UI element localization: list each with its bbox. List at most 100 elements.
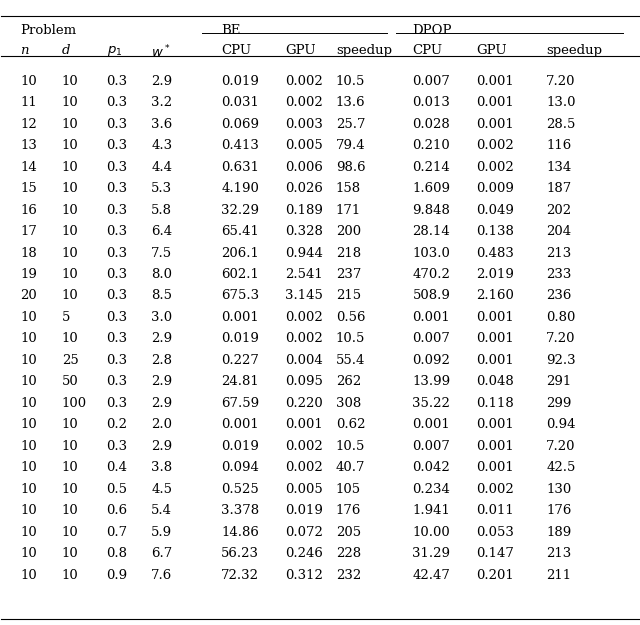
- Text: 10: 10: [62, 75, 79, 88]
- Text: 42.47: 42.47: [412, 569, 451, 581]
- Text: 0.413: 0.413: [221, 139, 259, 152]
- Text: 31.29: 31.29: [412, 547, 451, 560]
- Text: 0.3: 0.3: [106, 139, 127, 152]
- Text: 10: 10: [62, 246, 79, 259]
- Text: 10: 10: [62, 139, 79, 152]
- Text: 233: 233: [546, 268, 572, 281]
- Text: 6.7: 6.7: [151, 547, 172, 560]
- Text: 10: 10: [62, 547, 79, 560]
- Text: 0.3: 0.3: [106, 118, 127, 131]
- Text: 0.005: 0.005: [285, 482, 323, 496]
- Text: 508.9: 508.9: [412, 289, 451, 302]
- Text: 0.092: 0.092: [412, 354, 451, 367]
- Text: 0.048: 0.048: [476, 376, 514, 388]
- Text: 10.5: 10.5: [336, 440, 365, 452]
- Text: 4.190: 4.190: [221, 182, 259, 195]
- Text: 0.234: 0.234: [412, 482, 451, 496]
- Text: 0.3: 0.3: [106, 440, 127, 452]
- Text: 0.7: 0.7: [106, 526, 127, 539]
- Text: 14: 14: [20, 161, 37, 174]
- Text: 5.8: 5.8: [151, 204, 172, 217]
- Text: 0.3: 0.3: [106, 75, 127, 88]
- Text: 42.5: 42.5: [546, 461, 575, 474]
- Text: 291: 291: [546, 376, 572, 388]
- Text: 0.028: 0.028: [412, 118, 450, 131]
- Text: 0.019: 0.019: [221, 332, 259, 346]
- Text: 50: 50: [62, 376, 79, 388]
- Text: 0.227: 0.227: [221, 354, 259, 367]
- Text: 103.0: 103.0: [412, 246, 451, 259]
- Text: 0.147: 0.147: [476, 547, 514, 560]
- Text: 299: 299: [546, 397, 572, 410]
- Text: 7.20: 7.20: [546, 75, 576, 88]
- Text: 0.001: 0.001: [476, 75, 514, 88]
- Text: 0.525: 0.525: [221, 482, 259, 496]
- Text: 10: 10: [20, 75, 37, 88]
- Text: 0.019: 0.019: [285, 504, 323, 517]
- Text: 171: 171: [336, 204, 361, 217]
- Text: 10: 10: [62, 289, 79, 302]
- Text: 7.20: 7.20: [546, 332, 576, 346]
- Text: 7.6: 7.6: [151, 569, 172, 581]
- Text: 0.3: 0.3: [106, 354, 127, 367]
- Text: 16: 16: [20, 204, 37, 217]
- Text: 7.5: 7.5: [151, 246, 172, 259]
- Text: 206.1: 206.1: [221, 246, 259, 259]
- Text: 0.007: 0.007: [412, 440, 451, 452]
- Text: 0.042: 0.042: [412, 461, 450, 474]
- Text: 0.3: 0.3: [106, 246, 127, 259]
- Text: 0.095: 0.095: [285, 376, 323, 388]
- Text: 308: 308: [336, 397, 361, 410]
- Text: 0.2: 0.2: [106, 418, 127, 431]
- Text: 0.3: 0.3: [106, 204, 127, 217]
- Text: 10: 10: [62, 118, 79, 131]
- Text: 8.5: 8.5: [151, 289, 172, 302]
- Text: 0.001: 0.001: [412, 311, 450, 324]
- Text: 3.2: 3.2: [151, 96, 172, 109]
- Text: 10: 10: [62, 161, 79, 174]
- Text: 11: 11: [20, 96, 37, 109]
- Text: 35.22: 35.22: [412, 397, 451, 410]
- Text: 55.4: 55.4: [336, 354, 365, 367]
- Text: 0.8: 0.8: [106, 547, 127, 560]
- Text: 130: 130: [546, 482, 572, 496]
- Text: 10: 10: [62, 482, 79, 496]
- Text: 0.5: 0.5: [106, 482, 127, 496]
- Text: 0.002: 0.002: [285, 461, 323, 474]
- Text: 10: 10: [62, 569, 79, 581]
- Text: 19: 19: [20, 268, 37, 281]
- Text: 2.9: 2.9: [151, 376, 172, 388]
- Text: GPU: GPU: [285, 44, 316, 57]
- Text: 0.001: 0.001: [221, 311, 259, 324]
- Text: 4.3: 4.3: [151, 139, 172, 152]
- Text: 10: 10: [20, 376, 37, 388]
- Text: 213: 213: [546, 246, 572, 259]
- Text: 5.3: 5.3: [151, 182, 172, 195]
- Text: 0.001: 0.001: [476, 96, 514, 109]
- Text: 10: 10: [20, 482, 37, 496]
- Text: 0.002: 0.002: [285, 440, 323, 452]
- Text: 0.007: 0.007: [412, 332, 451, 346]
- Text: 232: 232: [336, 569, 361, 581]
- Text: CPU: CPU: [221, 44, 252, 57]
- Text: 12: 12: [20, 118, 37, 131]
- Text: 10.5: 10.5: [336, 332, 365, 346]
- Text: 0.3: 0.3: [106, 96, 127, 109]
- Text: 0.483: 0.483: [476, 246, 514, 259]
- Text: 116: 116: [546, 139, 572, 152]
- Text: 5: 5: [62, 311, 70, 324]
- Text: 2.9: 2.9: [151, 332, 172, 346]
- Text: 0.001: 0.001: [476, 461, 514, 474]
- Text: 0.072: 0.072: [285, 526, 323, 539]
- Text: 0.189: 0.189: [285, 204, 323, 217]
- Text: 28.14: 28.14: [412, 225, 450, 238]
- Text: 0.002: 0.002: [285, 311, 323, 324]
- Text: 0.3: 0.3: [106, 268, 127, 281]
- Text: 1.609: 1.609: [412, 182, 451, 195]
- Text: 10: 10: [62, 418, 79, 431]
- Text: 675.3: 675.3: [221, 289, 259, 302]
- Text: 98.6: 98.6: [336, 161, 365, 174]
- Text: 4.4: 4.4: [151, 161, 172, 174]
- Text: 202: 202: [546, 204, 572, 217]
- Text: 10: 10: [62, 526, 79, 539]
